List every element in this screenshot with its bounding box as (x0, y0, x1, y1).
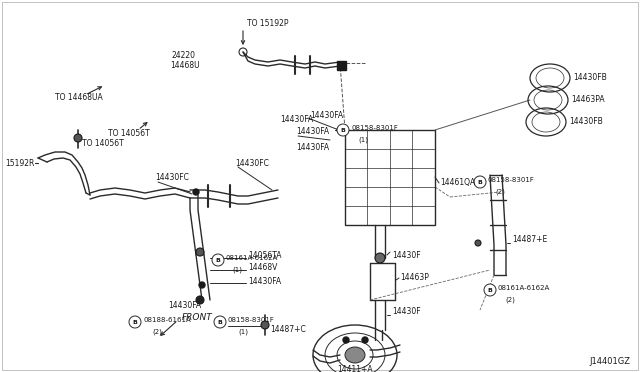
Circle shape (474, 176, 486, 188)
Text: 08158-8301F: 08158-8301F (488, 177, 535, 183)
Circle shape (362, 337, 368, 343)
Ellipse shape (345, 347, 365, 363)
Circle shape (337, 127, 343, 133)
Text: FRONT: FRONT (182, 314, 212, 323)
Text: 14487+C: 14487+C (270, 326, 306, 334)
Text: J14401GZ: J14401GZ (589, 357, 630, 366)
Circle shape (193, 189, 199, 195)
Text: TO 14056T: TO 14056T (108, 128, 150, 138)
Circle shape (212, 254, 224, 266)
Text: TO 15192P: TO 15192P (247, 19, 289, 29)
Text: (1): (1) (238, 329, 248, 335)
Text: 14430FB: 14430FB (569, 118, 603, 126)
Text: 14430FA: 14430FA (310, 110, 343, 119)
Text: 14430FA: 14430FA (296, 144, 329, 153)
Text: 08158-8301F: 08158-8301F (228, 317, 275, 323)
Bar (345, 130, 435, 225)
Text: (2): (2) (495, 189, 505, 195)
Text: 14430FA: 14430FA (280, 115, 313, 125)
Text: 08161A-6162A: 08161A-6162A (226, 255, 278, 261)
Text: 24220: 24220 (172, 51, 196, 60)
Text: 14487+E: 14487+E (512, 235, 547, 244)
Text: B: B (488, 288, 492, 292)
Circle shape (337, 124, 349, 136)
Circle shape (129, 316, 141, 328)
Text: 08161A-6162A: 08161A-6162A (498, 285, 550, 291)
Text: 14430F: 14430F (392, 308, 420, 317)
Text: TO 14056T: TO 14056T (82, 138, 124, 148)
Circle shape (74, 134, 82, 142)
Text: B: B (216, 257, 220, 263)
Text: (1): (1) (358, 137, 368, 143)
Circle shape (484, 284, 496, 296)
Text: 14468U: 14468U (170, 61, 200, 71)
Text: TO 14468UA: TO 14468UA (55, 93, 103, 103)
Text: 14430FC: 14430FC (235, 158, 269, 167)
Circle shape (196, 296, 204, 304)
Text: 14461QA: 14461QA (440, 177, 476, 186)
Text: 14468V: 14468V (248, 263, 277, 273)
Text: (1): (1) (232, 267, 242, 273)
Text: 14463PA: 14463PA (571, 96, 605, 105)
Text: (2): (2) (505, 297, 515, 303)
Bar (337, 61, 346, 70)
Circle shape (214, 316, 226, 328)
Circle shape (261, 321, 269, 329)
Text: 15192R: 15192R (5, 158, 35, 167)
Circle shape (475, 240, 481, 246)
Text: 14430F: 14430F (392, 250, 420, 260)
Circle shape (196, 248, 204, 256)
Text: 08158-8301F: 08158-8301F (351, 125, 398, 131)
Text: B: B (218, 320, 223, 324)
Text: 14430FA: 14430FA (168, 301, 201, 311)
Circle shape (375, 253, 385, 263)
Text: B: B (340, 128, 346, 132)
Text: 14430FA: 14430FA (296, 128, 329, 137)
Text: 14430FC: 14430FC (155, 173, 189, 183)
Text: 14463P: 14463P (400, 273, 429, 282)
Text: B: B (132, 320, 138, 324)
Text: 14056TA: 14056TA (248, 250, 282, 260)
Text: (2): (2) (152, 329, 162, 335)
Text: 14430FB: 14430FB (573, 74, 607, 83)
Circle shape (343, 337, 349, 343)
Text: 08188-6161A: 08188-6161A (143, 317, 191, 323)
Circle shape (475, 179, 481, 185)
Text: 14411+A: 14411+A (337, 366, 373, 372)
Text: 14430FA: 14430FA (248, 278, 281, 286)
Text: B: B (477, 180, 483, 185)
Circle shape (199, 282, 205, 288)
